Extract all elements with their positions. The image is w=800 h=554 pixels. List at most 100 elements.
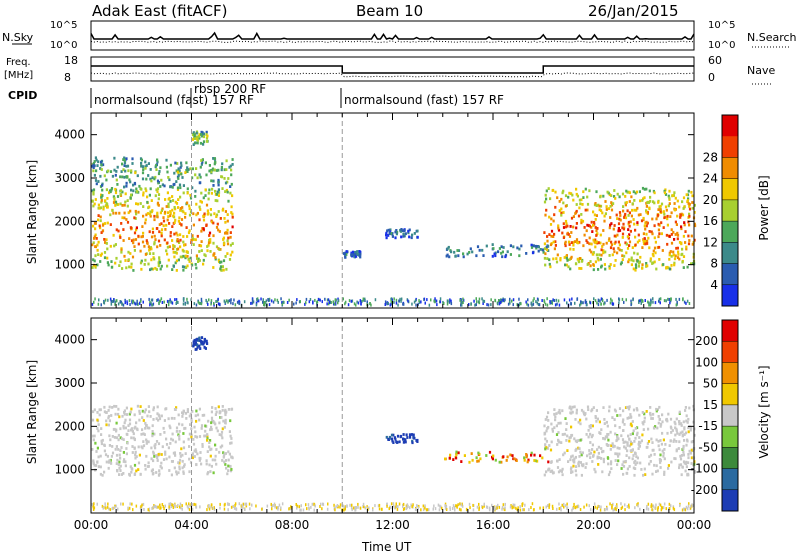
echo-cell: [396, 434, 400, 438]
speckle-mark: [553, 299, 556, 302]
echo-cell: [587, 428, 590, 432]
speckle-mark: [172, 506, 175, 509]
echo-cell: [394, 236, 397, 240]
echo-cell: [635, 455, 638, 458]
echo-cell: [173, 245, 176, 248]
echo-cell: [617, 459, 620, 463]
speckle-mark: [441, 506, 443, 510]
speckle-mark: [307, 503, 310, 507]
echo-cell: [616, 452, 619, 456]
speckle-mark: [381, 507, 383, 511]
echo-cell: [231, 194, 234, 198]
echo-cell: [215, 462, 218, 466]
echo-cell: [661, 420, 664, 424]
speckle-mark: [624, 503, 626, 507]
echo-cell: [199, 339, 202, 343]
echo-cell: [560, 211, 563, 215]
echo-cell: [146, 414, 149, 418]
echo-cell: [599, 195, 602, 199]
echo-cell: [560, 197, 563, 201]
echo-cell: [98, 413, 101, 417]
echo-cell: [125, 175, 128, 178]
echo-cell: [214, 199, 217, 202]
speckle-mark: [597, 303, 600, 307]
echo-cell: [626, 416, 629, 420]
echo-cell: [159, 465, 162, 468]
speckle-mark: [326, 302, 328, 306]
echo-cell: [92, 188, 96, 192]
echo-cell: [585, 239, 588, 242]
speckle-mark: [689, 506, 692, 510]
speckle-mark: [406, 505, 408, 509]
echo-cell: [589, 441, 592, 444]
speckle-mark: [305, 301, 307, 305]
speckle-mark: [620, 507, 623, 510]
echo-cell: [681, 213, 685, 217]
speckle-mark: [481, 297, 483, 301]
speckle-mark: [143, 508, 145, 511]
echo-cell: [635, 208, 638, 212]
freq-tick-low: 8: [64, 71, 71, 84]
speckle-mark: [482, 299, 484, 303]
echo-region: [444, 450, 550, 464]
echo-cell: [672, 440, 675, 443]
echo-cell: [582, 196, 585, 199]
speckle-mark: [625, 298, 627, 302]
echo-cell: [129, 180, 132, 184]
echo-cell: [530, 243, 533, 247]
echo-cell: [594, 218, 597, 221]
echo-cell: [675, 417, 678, 421]
echo-cell: [218, 261, 222, 264]
speckle-mark: [533, 508, 535, 512]
echo-cell: [186, 255, 189, 258]
speckle-mark: [568, 298, 571, 302]
echo-cell: [103, 410, 106, 414]
echo-cell: [684, 409, 687, 412]
echo-cell: [199, 451, 202, 454]
echo-cell: [399, 228, 402, 232]
echo-cell: [120, 222, 123, 225]
echo-cell: [175, 231, 178, 235]
speckle-mark: [153, 505, 155, 509]
echo-cell: [568, 439, 571, 443]
echo-cell: [649, 412, 652, 416]
echo-cell: [608, 409, 611, 413]
echo-cell: [504, 253, 508, 257]
echo-cell: [635, 266, 638, 269]
colorbar-swatch: [722, 489, 738, 512]
echo-cell: [636, 461, 639, 465]
speckle-mark: [347, 303, 350, 307]
echo-cell: [611, 253, 614, 257]
echo-cell: [112, 211, 115, 215]
echo-cell: [169, 163, 172, 167]
echo-cell: [509, 453, 512, 457]
echo-cell: [582, 410, 585, 414]
echo-cell: [624, 406, 628, 409]
speckle-mark: [532, 299, 534, 303]
speckle-mark: [228, 299, 231, 303]
speckle-mark: [642, 299, 644, 303]
echo-cell: [604, 250, 607, 254]
speckle-mark: [654, 506, 656, 510]
echo-cell: [153, 455, 156, 458]
echo-cell: [404, 232, 407, 236]
echo-cell: [131, 445, 134, 448]
speckle-mark: [683, 300, 686, 304]
echo-cell: [572, 215, 575, 218]
speckle-mark: [319, 298, 321, 302]
echo-cell: [198, 336, 201, 340]
echo-cell: [645, 220, 648, 224]
echo-cell: [166, 218, 169, 222]
echo-cell: [641, 433, 644, 437]
speckle-mark: [129, 303, 131, 306]
echo-cell: [617, 246, 620, 250]
echo-cell: [625, 454, 628, 457]
echo-cell: [685, 247, 688, 251]
echo-cell: [655, 407, 658, 411]
echo-cell: [169, 214, 172, 218]
echo-cell: [196, 176, 199, 180]
echo-cell: [154, 266, 157, 270]
echo-cell: [115, 445, 118, 448]
speckle-mark: [556, 507, 558, 511]
echo-cell: [145, 440, 148, 443]
